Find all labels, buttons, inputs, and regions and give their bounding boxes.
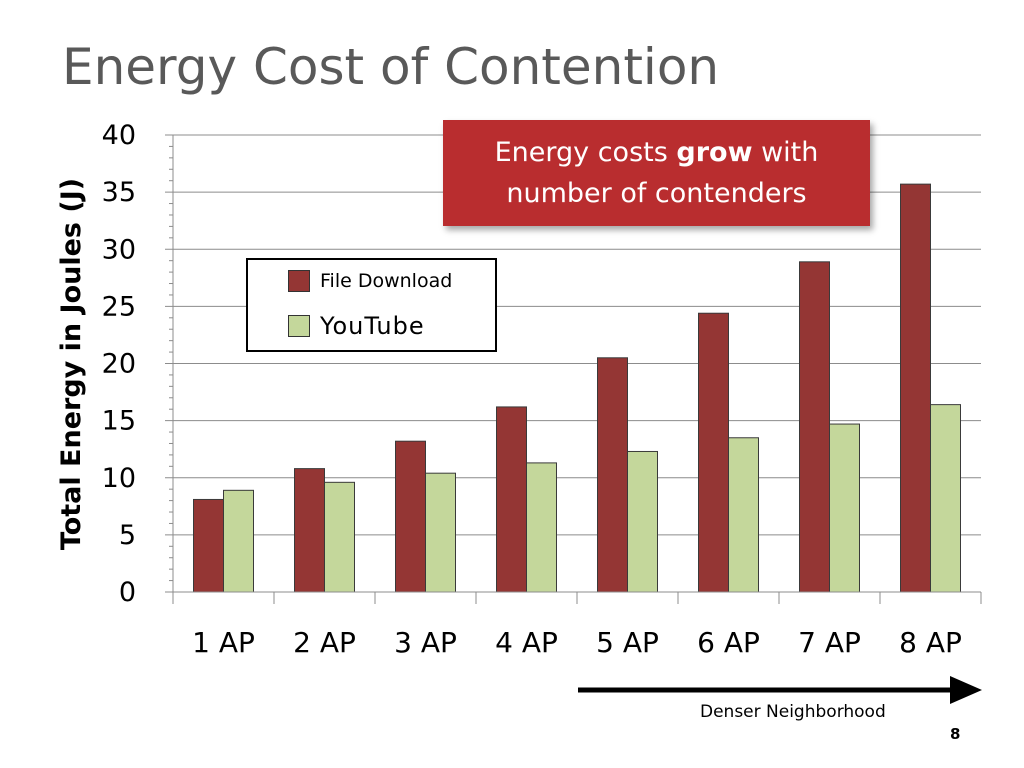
y-tick-label: 15 [102,406,136,437]
bar-youtube [425,472,456,593]
bar-file-download [799,261,830,593]
arrow-label: Denser Neighborhood [700,702,886,722]
x-tick-label: 2 AP [293,626,356,659]
bar-file-download [900,183,931,593]
y-axis-label: Total Energy in Joules (J) [56,178,87,550]
x-tick-label: 4 AP [495,626,558,659]
bar-file-download [698,312,729,593]
y-tick-label: 0 [119,577,136,608]
legend: File Download YouTube [246,258,497,352]
x-tick-label: 1 AP [192,626,255,659]
bar-file-download [395,440,426,593]
y-tick-label: 30 [102,234,136,265]
x-tick-label: 5 AP [596,626,659,659]
x-tick-label: 8 AP [899,626,962,659]
axes [165,134,982,604]
x-tick-labels: 1 AP 2 AP 3 AP 4 AP 5 AP 6 AP 7 AP 8 AP [192,626,962,659]
bar-file-download [496,406,527,593]
bar-youtube [324,481,355,593]
legend-label-youtube: YouTube [320,312,425,340]
legend-label-file-download: File Download [320,270,453,292]
callout-line-1: Energy costs grow with [443,132,870,173]
callout-text-post: with [752,137,819,168]
callout-box: Energy costs grow with number of contend… [443,120,870,226]
bar-file-download [597,357,628,593]
y-tick-label: 10 [102,463,136,494]
bar-file-download [294,468,325,593]
legend-item-youtube: YouTube [288,312,425,340]
bars [193,183,961,593]
y-tick-label: 40 [102,120,136,151]
bar-file-download [193,498,224,593]
bar-youtube [526,462,557,593]
y-tick-label: 35 [102,177,136,208]
bar-youtube [627,450,658,593]
legend-item-file-download: File Download [288,270,452,292]
x-tick-label: 7 AP [798,626,861,659]
page-number: 8 [950,725,961,743]
y-tick-label: 20 [102,349,136,380]
legend-swatch-file-download [288,270,310,292]
minor-ticks [169,145,173,582]
x-tick-label: 3 AP [394,626,457,659]
bar-youtube [728,437,759,593]
callout-text-bold: grow [676,137,753,168]
callout-line-2: number of contenders [506,178,807,209]
slide-title: Energy Cost of Contention [62,38,720,96]
legend-swatch-youtube [288,315,310,337]
y-tick-labels: 0 5 10 15 20 25 30 35 40 [102,120,136,608]
bar-youtube [829,423,860,593]
callout-text-pre: Energy costs [494,137,677,168]
y-tick-label: 25 [102,291,136,322]
x-tick-label: 6 AP [697,626,760,659]
right-arrow-icon [578,676,982,704]
bar-youtube [930,404,961,593]
bar-youtube [223,489,254,593]
y-tick-label: 5 [119,520,136,551]
